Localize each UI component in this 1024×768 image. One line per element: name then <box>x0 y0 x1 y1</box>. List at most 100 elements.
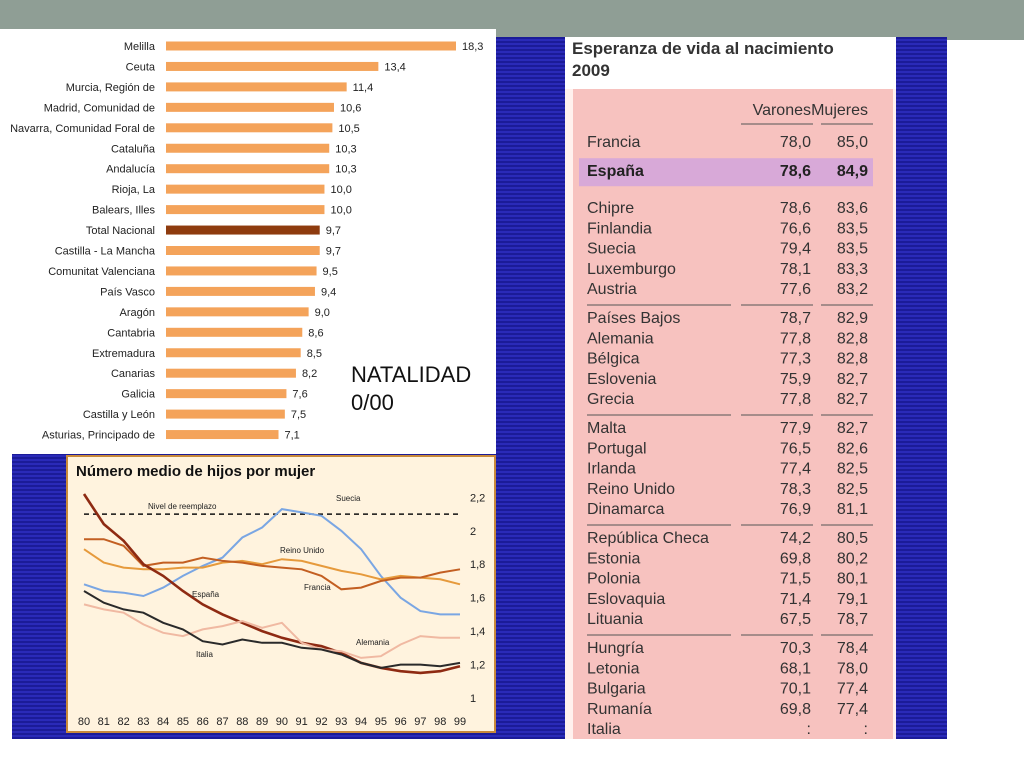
x-tick-label: 89 <box>256 716 268 728</box>
table-mujeres-cell: 78,4 <box>837 640 868 657</box>
bar-value-label: 9,7 <box>326 246 341 258</box>
series-label: España <box>192 590 220 599</box>
bar-value-label: 8,5 <box>307 348 322 360</box>
table-varones-cell: 71,4 <box>780 591 811 608</box>
bar-category-label: Total Nacional <box>86 225 155 237</box>
table-mujeres-cell: 80,5 <box>837 530 868 547</box>
y-tick-label: 1,2 <box>470 660 485 672</box>
table-varones-cell: 78,0 <box>780 134 811 151</box>
table-mujeres-cell: 82,6 <box>837 440 868 457</box>
table-varones-cell: 77,6 <box>780 281 811 298</box>
table-country-cell: Dinamarca <box>587 501 664 518</box>
table-varones-cell: 77,4 <box>780 461 811 478</box>
table-varones-cell: 75,9 <box>780 371 811 388</box>
bar-category-label: Madrid, Comunidad de <box>44 102 155 114</box>
bar <box>166 286 315 296</box>
table-country-cell: Lituania <box>587 611 643 628</box>
bar-category-label: Rioja, La <box>112 184 156 196</box>
bar-value-label: 10,0 <box>330 184 351 196</box>
y-tick-label: 1 <box>470 693 476 705</box>
bar-category-label: Comunitat Valenciana <box>48 266 156 278</box>
table-title: Esperanza de vida al nacimiento <box>572 39 834 58</box>
table-varones-cell: 69,8 <box>780 550 811 567</box>
x-tick-label: 86 <box>197 716 209 728</box>
natalidad-caption: NATALIDAD 0/00 <box>351 361 471 417</box>
table-varones-cell: 77,8 <box>780 330 811 347</box>
bar-value-label: 7,5 <box>291 409 306 421</box>
series-label: Suecia <box>336 494 361 503</box>
bar <box>166 123 333 133</box>
y-tick-label: 2,2 <box>470 492 485 504</box>
table-varones-cell: 76,5 <box>780 440 811 457</box>
bar-value-label: 8,6 <box>308 327 323 339</box>
bar <box>166 327 303 337</box>
series-line <box>83 603 460 659</box>
series-line <box>83 548 461 586</box>
bar <box>166 409 285 419</box>
bar-category-label: Andalucía <box>106 164 156 176</box>
x-tick-label: 92 <box>315 716 327 728</box>
table-varones-cell: 74,2 <box>780 530 811 547</box>
table-country-cell: Malta <box>587 420 626 437</box>
bar-category-label: Asturias, Principado de <box>42 430 155 442</box>
table-mujeres-cell: 77,4 <box>837 681 868 698</box>
table-varones-cell: 76,6 <box>780 220 811 237</box>
table-country-cell: Estonia <box>587 550 640 567</box>
table-country-cell: Irlanda <box>587 461 636 478</box>
bar-value-label: 8,2 <box>302 368 317 380</box>
table-mujeres-cell: : <box>864 721 868 738</box>
table-varones-cell: 70,3 <box>780 640 811 657</box>
table-varones-cell: 78,6 <box>780 200 811 217</box>
column-header-mujeres: Mujeres <box>811 102 868 119</box>
bar <box>166 368 296 378</box>
table-mujeres-cell: 80,1 <box>837 571 868 588</box>
x-tick-label: 91 <box>296 716 308 728</box>
table-mujeres-cell: 82,7 <box>837 420 868 437</box>
table-varones-cell: 71,5 <box>780 571 811 588</box>
table-country-cell: Bulgaria <box>587 681 646 698</box>
fertility-line-chart: Número medio de hijos por mujer 1 1,2 1,4 1,… <box>66 455 496 733</box>
table-country-cell: República Checa <box>587 530 709 547</box>
table-mujeres-cell: 83,5 <box>837 220 868 237</box>
x-tick-label: 98 <box>434 716 446 728</box>
x-tick-label: 84 <box>157 716 169 728</box>
table-varones-cell: : <box>807 721 811 738</box>
table-mujeres-cell: 82,7 <box>837 371 868 388</box>
bar-value-label: 9,5 <box>323 266 338 278</box>
x-tick-label: 82 <box>117 716 129 728</box>
bar <box>166 184 325 194</box>
table-mujeres-cell: 84,9 <box>837 163 868 180</box>
table-body: Varones Mujeres Francia 78,0 85,0 España 78,6 8… <box>573 89 893 739</box>
bar-category-label: Galicia <box>121 389 156 401</box>
bar-value-label: 10,5 <box>338 123 359 135</box>
table-varones-cell: 70,1 <box>780 681 811 698</box>
bar-value-label: 11,4 <box>353 82 374 94</box>
x-tick-label: 80 <box>78 716 90 728</box>
y-tick-label: 1,4 <box>470 626 485 638</box>
series-label: Francia <box>304 583 331 592</box>
x-tick-label: 97 <box>414 716 426 728</box>
bar <box>166 389 287 399</box>
table-mujeres-cell: 82,9 <box>837 310 868 327</box>
bar-category-label: Castilla - La Mancha <box>55 246 156 258</box>
table-varones-cell: 78,1 <box>780 261 811 278</box>
y-tick-label: 2 <box>470 526 476 538</box>
table-mujeres-cell: 77,4 <box>837 701 868 718</box>
bar-chart-svg: Melilla 18,3 Ceuta 13,4 Murcia, Región de 11,… <box>10 41 483 442</box>
bar-value-label: 7,1 <box>285 430 300 442</box>
bar <box>166 164 330 174</box>
table-country-cell: Reino Unido <box>587 481 675 498</box>
x-tick-label: 94 <box>355 716 367 728</box>
bar <box>166 61 379 71</box>
table-varones-cell: 78,7 <box>780 310 811 327</box>
table-varones-cell: 68,1 <box>780 660 811 677</box>
bar-value-label: 10,3 <box>335 164 356 176</box>
table-mujeres-cell: 83,5 <box>837 241 868 258</box>
x-tick-label: 87 <box>216 716 228 728</box>
bar <box>166 307 309 317</box>
table-svg: Varones Mujeres Francia 78,0 85,0 España 78,6 8… <box>579 102 873 738</box>
bar-category-label: Balears, Illes <box>92 205 155 217</box>
table-country-cell: Grecia <box>587 391 634 408</box>
x-tick-label: 99 <box>454 716 466 728</box>
bar <box>166 348 301 358</box>
